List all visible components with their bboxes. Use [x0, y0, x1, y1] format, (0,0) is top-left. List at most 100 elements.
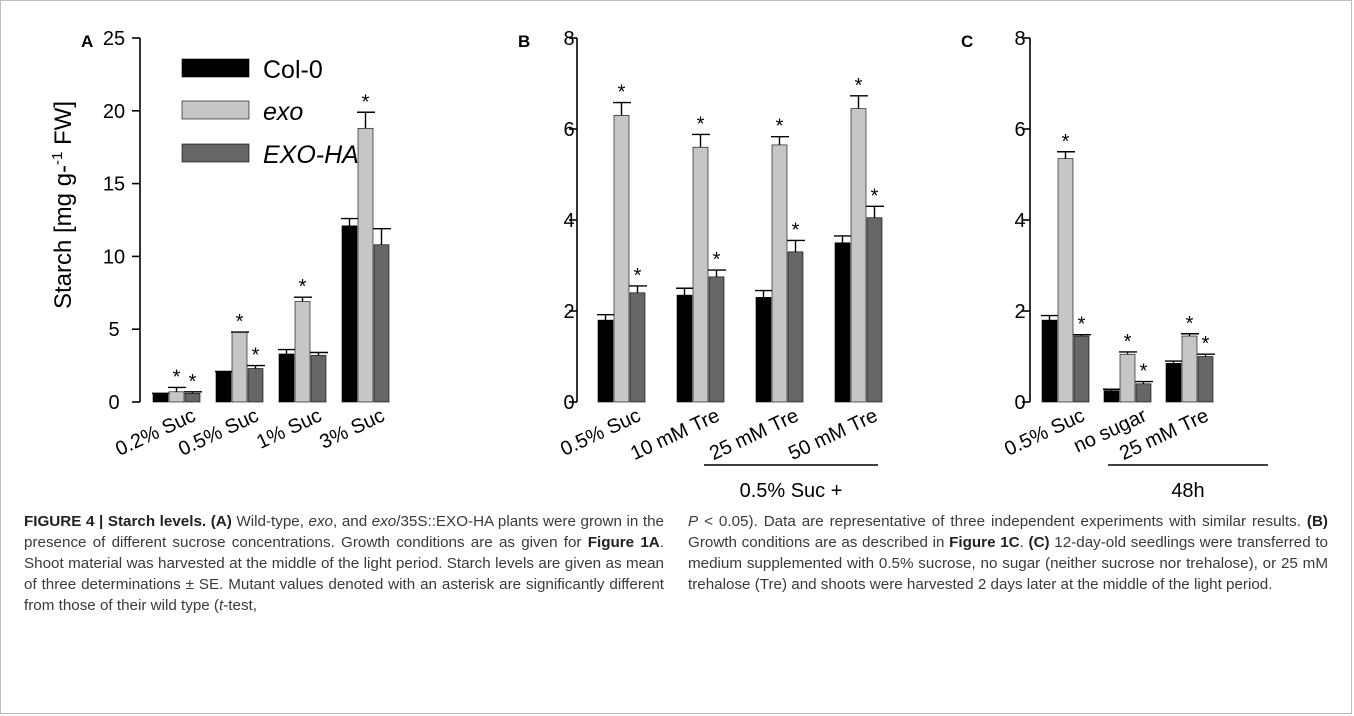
caption-run: P: [688, 513, 699, 530]
significance-asterisk: *: [855, 75, 863, 97]
caption-run: exo: [371, 513, 397, 530]
x-tick-label: 50 mM Tre: [785, 405, 881, 465]
y-tick-label: 25: [103, 28, 125, 50]
bar-col-0: [1103, 390, 1120, 403]
y-tick-label: 4: [563, 210, 574, 232]
bar-exo-ha: [787, 251, 804, 403]
y-tick-label: 0: [1014, 392, 1025, 414]
bar-col-0: [755, 297, 772, 403]
caption-run: Figure 1A: [587, 534, 660, 551]
significance-asterisk: *: [362, 91, 370, 113]
significance-asterisk: *: [697, 113, 705, 135]
caption-run: (B): [1306, 513, 1328, 530]
bar-exo-ha: [629, 292, 646, 403]
legend-swatch: [181, 143, 250, 163]
panel-label: B: [518, 32, 530, 51]
bar-exo: [1119, 353, 1136, 403]
x-tick-label: 25 mM Tre: [706, 405, 802, 465]
caption-run: < 0.05). Data are representative of thre…: [698, 513, 1307, 530]
x-tick-label: 3% Suc: [316, 405, 388, 454]
bar-exo-ha: [184, 392, 201, 403]
caption-run: , and: [333, 513, 372, 530]
legend-swatch: [181, 100, 250, 120]
caption-left: FIGURE 4 | Starch levels. (A) Wild-type,…: [24, 511, 664, 616]
y-tick-label: 2: [563, 301, 574, 323]
y-tick-label: 0: [108, 392, 119, 414]
bar-exo-ha: [373, 244, 390, 403]
caption-run: 12-day-old seedlings were transferred to…: [688, 534, 1328, 593]
y-tick-label: 4: [1014, 210, 1025, 232]
significance-asterisk: *: [776, 116, 784, 138]
bar-exo-ha: [1197, 356, 1214, 403]
bar-col-0: [676, 294, 693, 403]
caption-run: (A): [210, 513, 232, 530]
bar-col-0: [1041, 319, 1058, 403]
y-tick-label: 5: [108, 319, 119, 341]
caption-run: /35S::EXO-HA plants were grown in the pr…: [24, 513, 664, 551]
bar-exo-ha: [866, 217, 883, 403]
bar-col-0: [152, 392, 169, 403]
caption-run: Wild-type,: [231, 513, 309, 530]
bar-exo: [613, 115, 630, 403]
bar-col-0: [597, 319, 614, 403]
bar-exo-ha: [247, 368, 264, 403]
y-tick-label: 6: [563, 119, 574, 141]
bar-col-0: [278, 353, 295, 403]
caption-run: Figure 1C: [949, 534, 1020, 551]
bar-exo: [168, 391, 185, 403]
y-tick-label: 10: [103, 246, 125, 268]
significance-asterisk: *: [1186, 313, 1194, 335]
caption-run: . Shoot material was harvested at the mi…: [24, 534, 664, 614]
caption-run: exo: [308, 513, 334, 530]
bar-exo: [294, 301, 311, 403]
bar-col-0: [1165, 363, 1182, 403]
caption-right: P < 0.05). Data are representative of th…: [688, 511, 1328, 595]
significance-asterisk: *: [173, 366, 181, 388]
bar-exo-ha: [1073, 335, 1090, 403]
caption-run: t: [218, 597, 224, 614]
bar-exo: [1057, 158, 1074, 403]
bar-exo-ha: [708, 276, 725, 403]
legend-label: exo: [263, 98, 303, 126]
legend-swatch: [181, 58, 250, 78]
caption-run: FIGURE 4 | Starch levels.: [24, 513, 207, 530]
bar-exo: [1181, 335, 1198, 403]
significance-asterisk: *: [634, 265, 642, 287]
y-tick-label: 8: [563, 28, 574, 50]
y-tick-label: 20: [103, 101, 125, 123]
caption-run: -test,: [223, 597, 257, 614]
y-tick-label: 15: [103, 174, 125, 196]
y-tick-label: 0: [563, 392, 574, 414]
y-tick-label: 2: [1014, 301, 1025, 323]
bar-col-0: [341, 225, 358, 403]
bar-exo-ha: [310, 355, 327, 403]
panel-label: C: [961, 32, 973, 51]
bar-exo: [850, 108, 867, 403]
significance-asterisk: *: [792, 219, 800, 241]
legend-label: EXO-HA: [263, 141, 359, 169]
x-tick-label: 10 mM Tre: [627, 405, 723, 465]
significance-asterisk: *: [1124, 331, 1132, 353]
legend-label: Col-0: [263, 56, 323, 84]
y-tick-label: 8: [1014, 28, 1025, 50]
y-axis-title: Starch [mg g--1 FW]: [49, 101, 77, 309]
significance-asterisk: *: [189, 371, 197, 393]
bar-exo: [231, 331, 248, 403]
significance-asterisk: *: [252, 345, 260, 367]
significance-asterisk: *: [618, 82, 626, 104]
caption-run: .: [1019, 534, 1029, 551]
y-tick-label: 6: [1014, 119, 1025, 141]
bar-col-0: [834, 242, 851, 403]
bar-exo: [692, 146, 709, 403]
significance-asterisk: *: [1062, 131, 1070, 153]
caption-run: Growth conditions are as described in: [688, 534, 950, 551]
bar-exo: [357, 127, 374, 403]
significance-asterisk: *: [1202, 333, 1210, 355]
significance-asterisk: *: [713, 249, 721, 271]
